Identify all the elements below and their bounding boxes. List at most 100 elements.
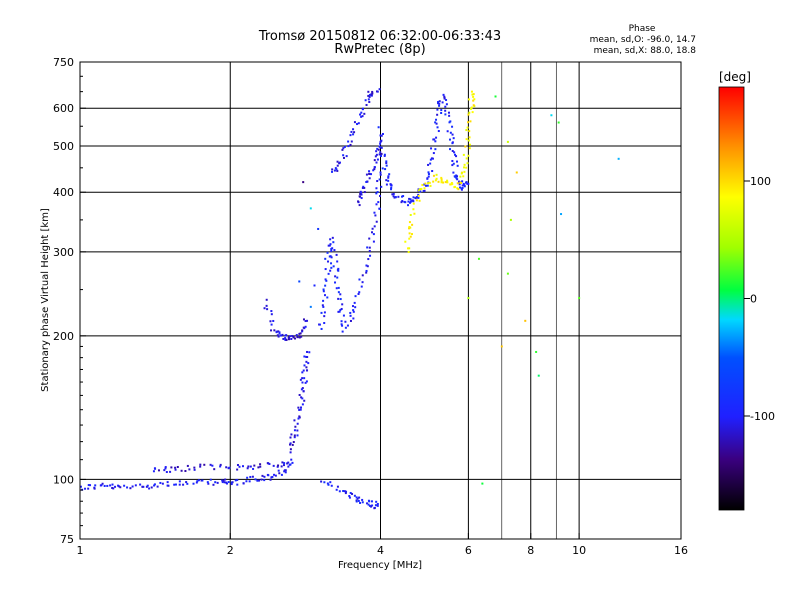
echo-point — [371, 504, 374, 507]
echo-point — [434, 121, 437, 124]
echo-point — [336, 169, 339, 172]
trace — [152, 461, 289, 474]
echo-point — [368, 246, 371, 249]
echo-point — [234, 479, 237, 482]
echo-point — [201, 479, 204, 482]
echo-point — [375, 220, 378, 223]
echo-point — [341, 330, 344, 333]
echo-point — [432, 180, 435, 183]
echo-point — [299, 332, 302, 335]
echo-point — [449, 120, 452, 123]
echo-point — [360, 193, 363, 196]
echo-point — [370, 93, 373, 96]
echo-point — [377, 201, 380, 204]
echo-point — [305, 366, 308, 369]
echo-point — [429, 162, 432, 165]
echo-point — [417, 194, 420, 197]
echo-point — [302, 318, 305, 321]
echo-point — [223, 481, 226, 484]
echo-point — [378, 178, 381, 181]
echo-point — [254, 478, 257, 481]
echo-point — [457, 188, 460, 191]
echo-point — [313, 284, 316, 287]
echo-point — [230, 481, 233, 484]
echo-point — [467, 113, 470, 116]
echo-point — [462, 153, 465, 156]
echo-point — [440, 178, 443, 181]
echo-point — [241, 465, 244, 468]
echo-point — [174, 468, 177, 471]
echo-point — [306, 319, 309, 322]
echo-point — [353, 131, 356, 134]
x-axis-label: Frequency [MHz] — [338, 560, 422, 571]
echo-point — [381, 167, 384, 170]
echo-point — [275, 330, 278, 333]
echo-point — [354, 295, 357, 298]
echo-point — [375, 153, 378, 156]
echo-point — [236, 478, 239, 481]
echo-point — [435, 173, 438, 176]
echo-point — [291, 443, 294, 446]
echo-point — [273, 329, 276, 332]
echo-point — [462, 182, 465, 185]
echo-point — [356, 497, 359, 500]
colorbar-ticks: 100 0 -100 — [744, 175, 775, 423]
echo-point — [298, 332, 301, 335]
echo-point — [387, 176, 390, 179]
echo-point — [435, 118, 438, 121]
echo-point — [402, 195, 405, 198]
echo-point — [324, 284, 327, 287]
echo-point — [358, 204, 361, 207]
echo-point — [346, 324, 349, 327]
echo-point — [419, 190, 422, 193]
echo-point — [332, 265, 335, 268]
echo-point — [303, 399, 306, 402]
echo-point — [292, 335, 295, 338]
echo-point — [446, 130, 449, 133]
echo-point — [392, 192, 395, 195]
echo-point — [291, 461, 294, 464]
echo-point — [460, 172, 463, 175]
echo-point — [84, 487, 87, 490]
echo-point — [437, 130, 440, 133]
echo-point — [380, 134, 383, 137]
echo-point — [466, 126, 469, 129]
echo-point — [427, 171, 430, 174]
echo-point — [434, 179, 437, 182]
echo-point — [371, 92, 374, 95]
echo-point — [456, 182, 459, 185]
echo-point — [468, 111, 471, 114]
echo-point — [186, 464, 189, 467]
echo-point — [378, 153, 381, 156]
echo-point — [467, 139, 470, 142]
echo-point — [329, 269, 332, 272]
echo-point — [448, 138, 451, 141]
echo-point — [329, 481, 332, 484]
echo-point — [352, 310, 355, 313]
echo-point — [330, 484, 333, 487]
echo-point — [465, 129, 468, 132]
echo-point — [308, 351, 311, 354]
echo-point — [437, 180, 440, 183]
echo-point — [379, 140, 382, 143]
echo-point — [440, 176, 443, 179]
echo-point — [290, 433, 293, 436]
echo-point — [506, 272, 509, 275]
echo-point — [296, 422, 299, 425]
echo-point — [305, 380, 308, 383]
echo-point — [444, 181, 447, 184]
echo-point — [365, 180, 368, 183]
echo-point — [373, 166, 376, 169]
echo-point — [309, 305, 312, 308]
echo-point — [374, 214, 377, 217]
echo-point — [263, 479, 266, 482]
echo-point — [360, 111, 363, 114]
echo-point — [404, 240, 407, 243]
echo-point — [418, 199, 421, 202]
echo-point — [477, 257, 480, 260]
echo-point — [410, 233, 413, 236]
echo-point — [390, 188, 393, 191]
echo-point — [427, 175, 430, 178]
echo-point — [289, 451, 292, 454]
echo-point — [274, 474, 277, 477]
